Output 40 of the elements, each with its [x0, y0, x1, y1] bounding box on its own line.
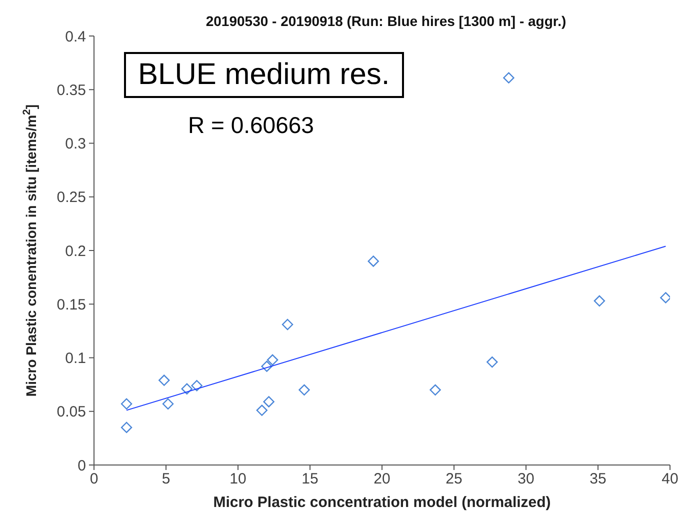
x-tick-label: 15	[302, 470, 318, 488]
y-tick-label: 0.15	[56, 296, 86, 314]
point	[594, 295, 606, 307]
point	[430, 384, 441, 396]
point	[266, 354, 278, 366]
point	[120, 398, 132, 410]
y-tick-label: 0.2	[65, 242, 86, 260]
annotation: BLUE medium res.	[124, 52, 404, 98]
point	[263, 396, 274, 408]
point	[162, 398, 174, 410]
point	[158, 374, 170, 386]
point	[191, 380, 202, 392]
point	[503, 72, 514, 84]
x-tick-label: 40	[662, 470, 678, 488]
y-tick-label: 0.35	[56, 82, 86, 99]
point	[368, 256, 379, 267]
point	[298, 384, 310, 396]
point	[120, 422, 132, 434]
annotation: R = 0.60663	[188, 112, 314, 139]
point	[660, 292, 670, 304]
point	[282, 318, 294, 330]
x-tick-label: 30	[518, 470, 534, 488]
x-tick-label: 5	[162, 470, 170, 488]
point	[486, 356, 498, 368]
x-axis-title: Micro Plastic concentration model (normalized)	[213, 494, 551, 511]
y-tick-label: 0.05	[56, 404, 86, 421]
chart-title: 20190530 - 20190918 (Run: Blue hires [1300 m] - aggr.)	[206, 13, 566, 29]
point	[261, 360, 272, 372]
x-tick-label: 20	[374, 470, 390, 488]
x-tick-label: 10	[230, 470, 246, 488]
y-tick-label: 0.1	[65, 350, 86, 368]
point	[256, 404, 268, 416]
y-tick-label: 0	[78, 457, 86, 474]
point	[181, 383, 192, 394]
y-tick-label: 0.3	[65, 136, 86, 153]
x-tick-label: 35	[590, 470, 606, 488]
y-tick-label: 0.25	[56, 189, 86, 206]
x-tick-label: 25	[446, 470, 462, 488]
y-tick-label: 0.4	[65, 28, 86, 46]
x-tick-label: 0	[90, 470, 98, 488]
